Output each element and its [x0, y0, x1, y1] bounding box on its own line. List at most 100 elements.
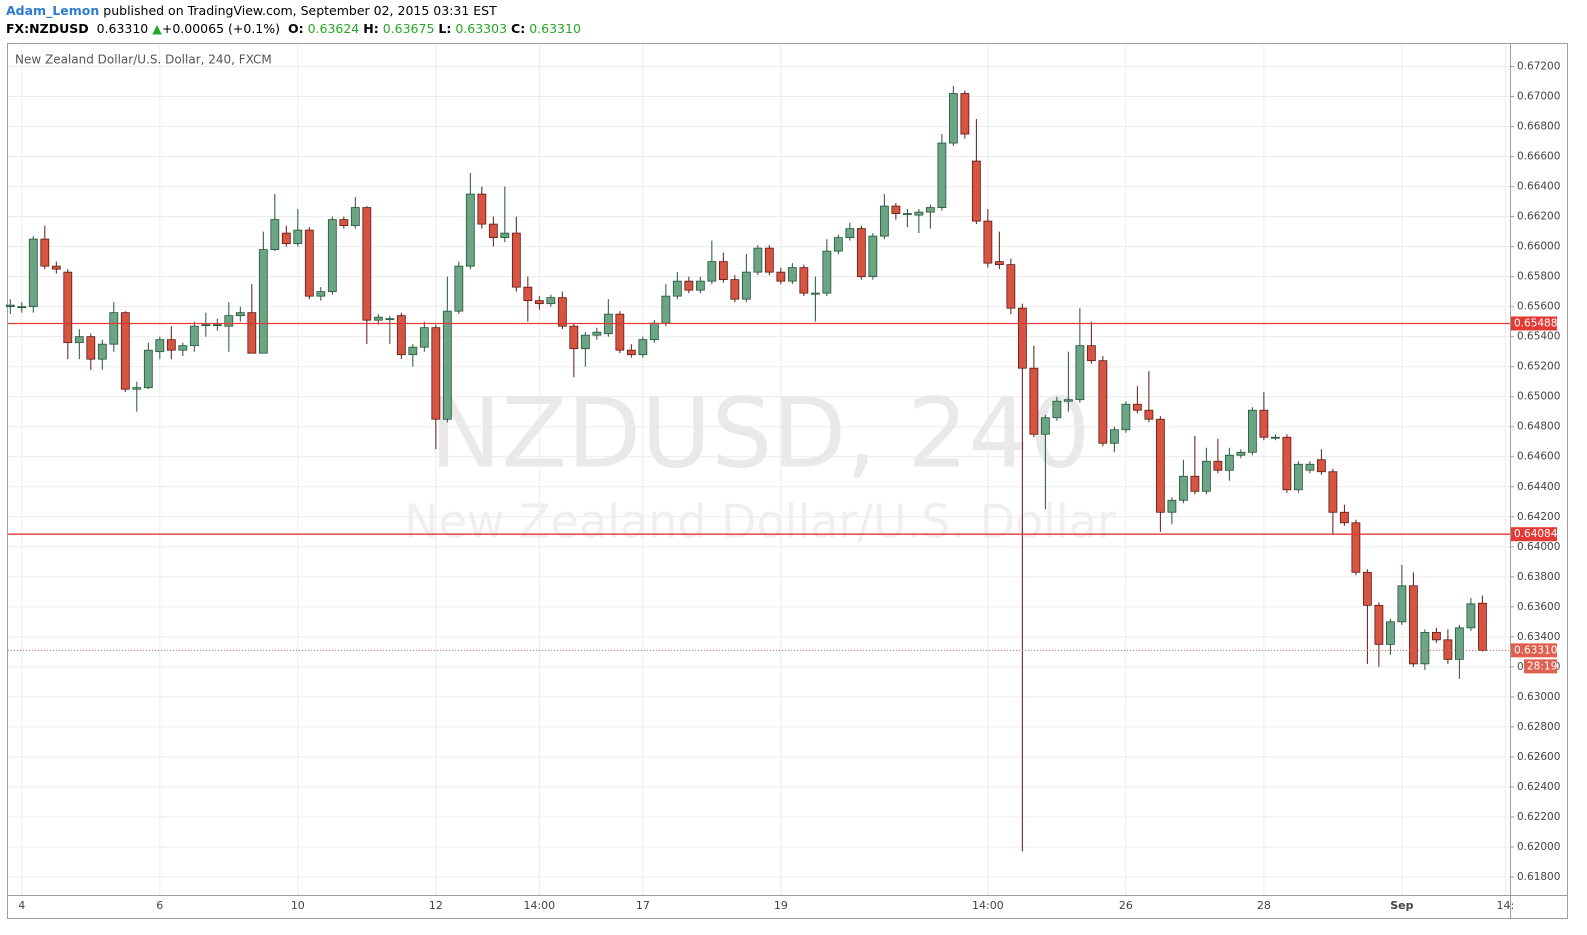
- candle-body: [247, 312, 257, 354]
- candle-body: [109, 312, 119, 345]
- candle-body: [661, 295, 671, 324]
- candle-body: [97, 343, 107, 360]
- candle-body: [1259, 409, 1269, 438]
- y-tick-label: 0.66600: [1517, 151, 1560, 163]
- author[interactable]: Adam_Lemon: [6, 3, 100, 18]
- candle-body: [339, 219, 349, 227]
- candle-body: [224, 315, 234, 327]
- h: 0.63675: [382, 21, 435, 36]
- candle-body: [1339, 511, 1349, 524]
- candle-body: [1155, 418, 1165, 513]
- candle-body: [1086, 345, 1096, 362]
- candle-body: [1328, 471, 1338, 513]
- candle-body: [1477, 602, 1487, 651]
- candle-body: [258, 249, 268, 354]
- candle-body: [1385, 621, 1395, 645]
- y-tick-label: 0.65000: [1517, 391, 1560, 403]
- candle-body: [1075, 345, 1085, 401]
- countdown: 28:19: [1527, 660, 1557, 672]
- candle-body: [1006, 264, 1016, 309]
- candle-body: [741, 271, 751, 300]
- price: 0.63310: [96, 21, 149, 36]
- y-tick-label: 0.63600: [1517, 601, 1560, 613]
- y-tick-label: 0.63000: [1517, 691, 1560, 703]
- candle-body: [787, 267, 797, 282]
- frame: [7, 43, 1568, 919]
- candle-body: [1167, 499, 1177, 513]
- candle-body: [776, 271, 786, 282]
- price-label: 0.64084: [1514, 528, 1558, 540]
- candle-body: [40, 238, 50, 267]
- y-tick-label: 0.62000: [1517, 841, 1560, 853]
- candle-body: [431, 327, 441, 420]
- candle-body: [178, 345, 188, 351]
- candle-body: [1132, 403, 1142, 411]
- watermark: NZDUSD, 240 New Zealand Dollar/U.S. Doll…: [404, 377, 1116, 548]
- candle-body: [730, 279, 740, 300]
- candle-body: [983, 220, 993, 264]
- x-tick-label: 17: [636, 899, 650, 912]
- candle-body: [1431, 631, 1441, 641]
- candle-body: [960, 93, 970, 135]
- published: published on TradingView.com, September …: [103, 3, 497, 18]
- candle-body: [810, 292, 820, 295]
- candle-body: [925, 207, 935, 213]
- candle-body: [684, 280, 694, 291]
- last-price-box: [1511, 643, 1557, 658]
- candle-body: [500, 232, 510, 239]
- candle-body: [707, 261, 717, 282]
- x-tick-label: 14:00: [972, 899, 1004, 912]
- y-tick-label: 0.66200: [1517, 211, 1560, 223]
- candle-body: [132, 387, 142, 390]
- candle-body: [994, 261, 1004, 266]
- candle-body: [592, 331, 602, 336]
- price-label-box: [1511, 527, 1557, 542]
- candle-body: [316, 291, 326, 297]
- candle-body: [454, 265, 464, 312]
- y-tick-label: 0.64200: [1517, 511, 1560, 523]
- x-tick-label: 6: [156, 899, 163, 912]
- y-tick-label: 0.66800: [1517, 121, 1560, 133]
- candle-body: [304, 229, 314, 297]
- candle-body: [235, 312, 245, 317]
- candle-body: [327, 219, 337, 293]
- candle-body: [626, 349, 636, 356]
- grid: [8, 44, 1510, 895]
- candle-body: [1420, 631, 1430, 665]
- x-tick-label: 19: [774, 899, 788, 912]
- candle-body: [385, 318, 395, 321]
- candle-body: [74, 336, 84, 344]
- candle-body: [845, 228, 855, 239]
- candle-body: [1224, 454, 1234, 471]
- o-label: O:: [287, 21, 304, 36]
- x-tick-label: 10: [291, 899, 305, 912]
- y-tick-label: 0.62600: [1517, 751, 1560, 763]
- candle-body: [695, 280, 705, 291]
- candle-body: [1466, 603, 1476, 629]
- arrow: ▲: [152, 21, 162, 36]
- candle-body: [465, 193, 475, 267]
- candle-body: [1305, 463, 1315, 471]
- candle-body: [1029, 367, 1039, 435]
- y-tick-label: 0.63400: [1517, 631, 1560, 643]
- y-tick-label: 0.65600: [1517, 301, 1560, 313]
- y-tick-label: 0.65800: [1517, 271, 1560, 283]
- l: 0.63303: [455, 21, 508, 36]
- candle-body: [419, 327, 429, 348]
- y-tick-label: 0.64800: [1517, 421, 1560, 433]
- candle-body: [868, 235, 878, 278]
- candle-body: [120, 312, 130, 390]
- candle-body: [937, 142, 947, 208]
- candle-body: [201, 324, 211, 327]
- y-tick-label: 0.62800: [1517, 721, 1560, 733]
- watermark-symbol: NZDUSD, 240: [430, 377, 1091, 489]
- candle-body: [914, 211, 924, 216]
- candle-body: [1397, 585, 1407, 623]
- candle-body: [971, 160, 981, 222]
- candle-body: [753, 247, 763, 273]
- h-label: H:: [363, 21, 379, 36]
- candle-body: [1178, 475, 1188, 501]
- candle-body: [373, 316, 383, 321]
- candle-body: [1316, 459, 1326, 473]
- y-tick-label: 0.66000: [1517, 241, 1560, 253]
